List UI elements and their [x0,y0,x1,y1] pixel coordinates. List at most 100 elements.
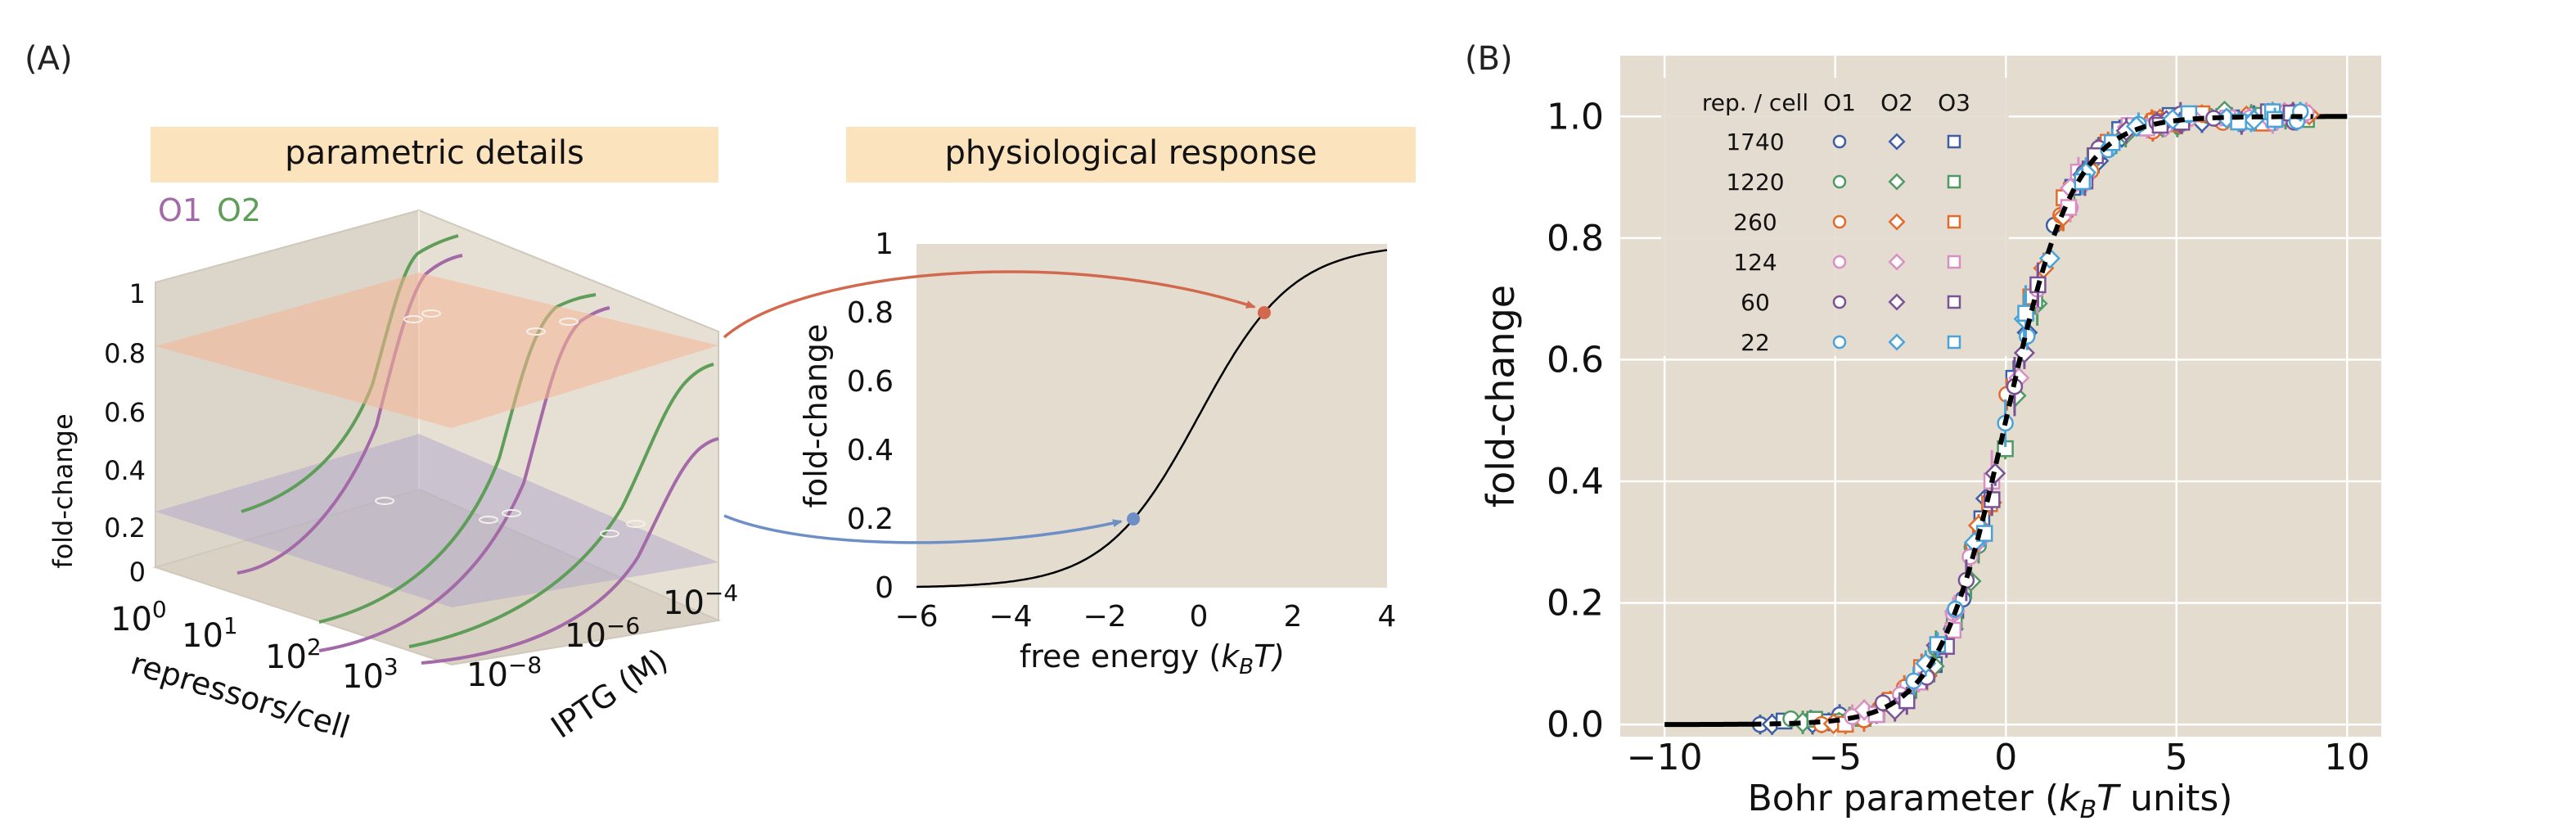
legend-marker-square [1947,214,1961,229]
y-tick-label: 10−8 [466,652,542,694]
banner-physiological-response-text: physiological response [945,134,1317,172]
z-axis-label: fold-change [47,413,79,568]
data-point-diamond [2125,115,2147,138]
intersection-marker [600,530,619,538]
data-point-diamond [2162,108,2184,130]
data-point-square [2180,105,2198,123]
collapse-y-tick-label: 0.8 [1547,218,1604,259]
collapse-y-ticks: 0.0 0.2 0.4 0.6 0.8 1.0 [1547,96,1604,746]
intersection-marker [559,318,579,326]
intersection-marker [626,520,646,528]
panel-a-3d-box: parametric details O1 O2 [47,127,738,746]
intersection-marker [403,315,423,323]
legend-rep-label: 1740 [1726,129,1784,156]
z-tick-label: 1 [129,278,146,309]
collapse-x-tick-label: −10 [1627,737,1703,778]
response-y-label: fold-change [798,324,834,508]
y-axis-label-iptg: IPTG (M) [545,642,674,746]
legend-marker-circle [1832,335,1847,350]
collapse-x-tick-label: −5 [1808,737,1862,778]
arrow-high-to-response [723,270,1256,339]
x-tick-label: 101 [182,612,238,655]
legend-rep-label: 60 [1741,289,1770,316]
y-ticks-iptg: 10−8 10−6 10−4 [466,580,738,694]
curve-o1-rep-low [421,437,719,665]
legend-marker-circle [1832,174,1847,189]
legend-header-rep: rep. / cell [1702,89,1808,116]
curve-o2-rep-low [408,363,714,648]
response-x-ticks: −6 −4 −2 0 2 4 [894,600,1396,634]
collapse-x-tick-label: 0 [1994,737,2017,778]
panel-a-label: (A) [25,40,73,78]
response-y-tick-label: 0.6 [847,365,894,399]
z-tick-label: 0 [129,557,146,588]
legend-marker-square [1947,335,1961,350]
response-x-tick-label: −4 [989,600,1032,634]
x-tick-label: 102 [265,634,322,676]
banner-physiological-response [846,127,1416,183]
legend-marker-circle [1832,134,1847,149]
collapse-y-tick-label: 0.2 [1547,583,1604,625]
legend-header-o3: O3 [1938,89,1970,116]
response-plot-area [916,244,1387,588]
x-tick-label: 100 [110,596,167,638]
arrow-low-to-response [723,514,1123,544]
z-ticks: 1 0.8 0.6 0.4 0.2 0 [104,278,146,588]
response-y-tick-label: 0.4 [847,434,894,467]
intersection-marker [502,509,521,517]
collapse-y-tick-label: 0.6 [1547,339,1604,381]
legend-marker-diamond [1888,133,1906,151]
collapse-curve-dashed [1750,114,2313,727]
intersection-marker [421,309,441,318]
intersection-marker [526,327,546,336]
data-point-square [2017,304,2034,322]
legend-marker-circle [1832,295,1847,309]
response-x-tick-label: 4 [1378,600,1397,634]
legend-marker-square [1947,174,1961,189]
collapse-y-tick-label: 1.0 [1547,96,1604,138]
collapse-y-tick-label: 0.4 [1547,461,1604,503]
legend-marker-diamond [1888,333,1906,351]
curve-o2-rep-mid [318,293,597,624]
legend-marker-square [1947,295,1961,309]
response-x-tick-label: −2 [1083,600,1126,634]
response-x-tick-label: 2 [1284,600,1303,634]
banner-parametric-details-text: parametric details [285,134,584,172]
legend-o2: O2 [217,192,261,228]
legend-marker-square [1947,134,1961,149]
response-marker-point [1127,512,1141,526]
collapse-x-tick-label: 10 [2324,737,2370,778]
response-y-tick-label: 0 [875,571,894,605]
legend-rep-label: 1220 [1726,169,1784,196]
panel-a-response: physiological response −6 −4 −2 0 2 4 0 0.2 0.4… [798,127,1416,679]
legend-rep-label: 260 [1733,209,1777,236]
z-tick-label: 0.4 [104,455,146,486]
y-tick-label: 10−6 [565,612,640,655]
z-tick-label: 0.6 [104,397,146,428]
collapse-y-label: fold-change [1479,285,1523,507]
response-y-tick-label: 0.8 [847,296,894,330]
response-marker-point [1257,306,1271,319]
legend-marker-diamond [1888,293,1906,311]
response-x-tick-label: 0 [1190,600,1209,634]
legend-rep-label: 22 [1741,329,1770,356]
legend-marker-diamond [1888,213,1906,231]
response-markers [1127,306,1271,526]
panel-b-label: (B) [1465,40,1513,78]
legend-marker-circle [1832,214,1847,229]
response-y-tick-label: 0.2 [847,503,894,536]
x-ticks-repressors: 100 101 102 103 [110,596,399,696]
legend-marker-diamond [1888,173,1906,191]
collapse-y-tick-label: 0.0 [1547,704,1604,746]
response-x-tick-label: −6 [894,600,938,634]
response-y-ticks: 0 0.2 0.4 0.6 0.8 1 [847,228,894,605]
response-master-curve [916,249,1388,589]
collapse-x-label: Bohr parameter (kBT units) [1748,778,2233,824]
legend-o1: O1 [158,192,202,228]
panel-b: −10 −5 0 5 10 0.0 0.2 0.4 0.6 0.8 1.0 rep. / cell… [1479,56,2381,824]
x-tick-label: 103 [342,653,399,696]
plane-intersections [375,309,646,538]
response-y-tick-label: 1 [875,228,894,261]
collapse-x-ticks: −10 −5 0 5 10 [1627,737,2371,778]
